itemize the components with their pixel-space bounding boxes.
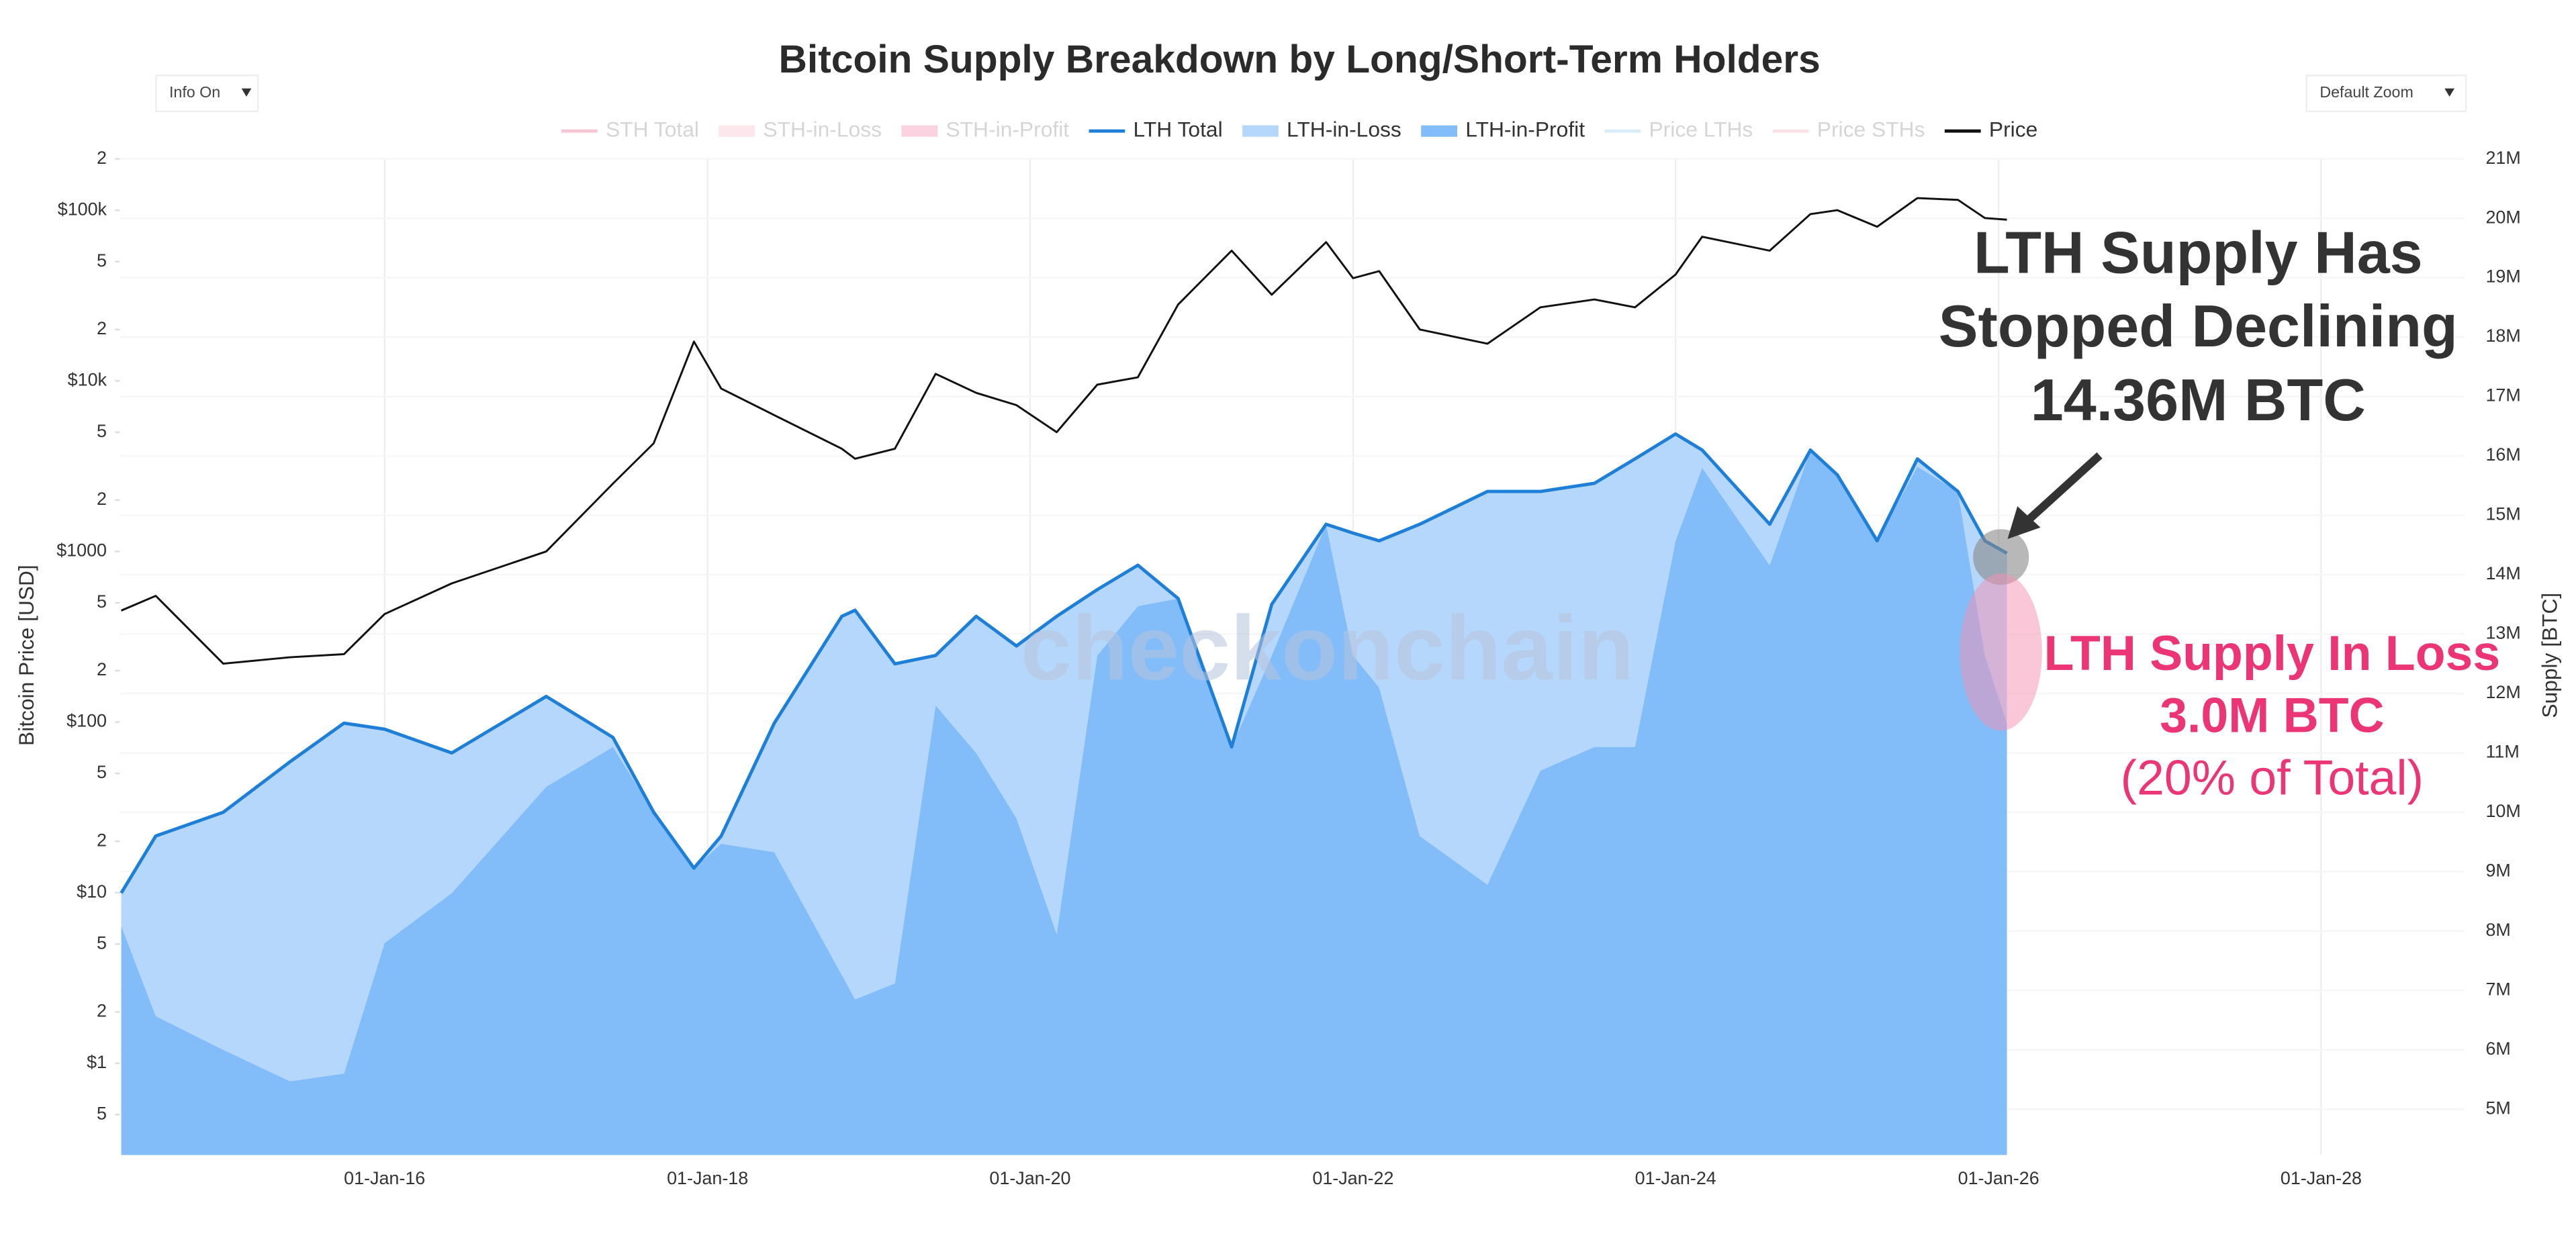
y-tick-label: 5 xyxy=(97,421,107,441)
x-tick-label: 01-Jan-28 xyxy=(2281,1168,2362,1188)
y-tick-label: $10 xyxy=(77,881,107,902)
line xyxy=(120,197,2007,665)
y-tick-label: $1 xyxy=(87,1052,107,1072)
dropdown-arrow xyxy=(2444,88,2454,97)
watermark: checkonchain xyxy=(1021,596,1635,699)
info-toggle-label: Info On xyxy=(169,83,220,101)
legend-item[interactable]: Price xyxy=(1944,117,2037,142)
annotation: LTH Supply In Loss xyxy=(2044,626,2501,681)
y-tick-label: $100 xyxy=(66,711,107,731)
annotation: 3.0M BTC xyxy=(2160,688,2384,743)
y2-tick-label: 21M xyxy=(2485,148,2520,168)
area xyxy=(121,434,2007,1081)
y-tick-label: $1000 xyxy=(56,540,107,561)
y2-tick-label: 8M xyxy=(2485,920,2510,940)
y2-tick-label: 9M xyxy=(2485,861,2510,881)
y-tick-label: 2 xyxy=(97,659,107,679)
plot xyxy=(120,197,2008,1155)
x-tick-label: 01-Jan-22 xyxy=(1312,1168,1393,1188)
legend-item[interactable]: STH Total xyxy=(561,117,699,142)
legend-label: LTH Total xyxy=(1134,117,1223,142)
chart-title: Bitcoin Supply Breakdown by Long/Short-T… xyxy=(779,38,1821,81)
y2-tick-label: 14M xyxy=(2485,563,2520,583)
info-toggle[interactable] xyxy=(155,75,259,113)
x-tick-label: 01-Jan-24 xyxy=(1635,1168,1716,1188)
legend-item[interactable]: Price STHs xyxy=(1772,117,1925,142)
legend-label: STH-in-Loss xyxy=(763,117,882,142)
legend-item[interactable]: LTH-in-Profit xyxy=(1421,117,1585,142)
area xyxy=(121,450,2007,1155)
annotation: 14.36M BTC xyxy=(2031,367,2366,433)
y2-tick-label: 5M xyxy=(2485,1098,2510,1118)
annotation: LTH Supply Has xyxy=(1974,219,2423,285)
y-axis-title: Bitcoin Price [USD] xyxy=(14,565,38,746)
legend-label: Price xyxy=(1989,117,2037,142)
y-tick-label: 5 xyxy=(97,250,107,271)
x-tick-label: 01-Jan-18 xyxy=(667,1168,748,1188)
annotations: LTH Supply Has Stopped Declining 14.36M BT… xyxy=(1939,219,2500,805)
y2-axis-title: Supply [BTC] xyxy=(2538,593,2562,718)
y-tick-label: 5 xyxy=(97,932,107,953)
y2-tick-label: 10M xyxy=(2485,801,2520,821)
y2-tick-label: 15M xyxy=(2485,504,2520,524)
legend: STH Total STH-in-Loss STH-in-Profit LTH Tot… xyxy=(561,117,2037,142)
y2-tick-label: 19M xyxy=(2485,267,2520,287)
axes: 01-Jan-16 01-Jan-18 01-Jan-20 01-Jan-22 01-J… xyxy=(56,148,2521,1188)
legend-label: Price LTHs xyxy=(1649,117,1753,142)
legend-label: Price STHs xyxy=(1817,117,1925,142)
y-tick-label: 2 xyxy=(97,318,107,338)
legend-item[interactable]: LTH-in-Loss xyxy=(1242,117,1401,142)
legend-item[interactable]: LTH Total xyxy=(1089,117,1223,142)
zoom-select-label: Default Zoom xyxy=(2319,83,2413,101)
y-tick-label: 2 xyxy=(97,1000,107,1020)
y2-tick-label: 6M xyxy=(2485,1039,2510,1059)
y2-tick-label: 18M xyxy=(2485,326,2520,346)
x-tick-label: 01-Jan-16 xyxy=(344,1168,425,1188)
x-tick-label: 01-Jan-26 xyxy=(1958,1168,2039,1188)
legend-item[interactable]: Price LTHs xyxy=(1604,117,1753,142)
y-tick-label: 2 xyxy=(97,489,107,509)
y-tick-label: 5 xyxy=(97,591,107,612)
arrow-head xyxy=(2007,506,2041,539)
legend-item[interactable]: STH-in-Loss xyxy=(719,117,882,142)
legend-label: LTH-in-Profit xyxy=(1465,117,1585,142)
legend-label: STH Total xyxy=(606,117,699,142)
legend-label: LTH-in-Loss xyxy=(1287,117,1401,142)
y2-tick-label: 17M xyxy=(2485,385,2520,405)
y2-tick-label: 16M xyxy=(2485,444,2520,465)
y-tick-label: 5 xyxy=(97,762,107,782)
y2-tick-label: 13M xyxy=(2485,623,2520,643)
y2-tick-label: 20M xyxy=(2485,207,2520,227)
y-tick-label: 2 xyxy=(97,830,107,850)
line xyxy=(120,432,2008,894)
highlight-ellipse xyxy=(1960,573,2042,731)
y-tick-label: $100k xyxy=(58,199,107,219)
annotation: (20% of Total) xyxy=(2121,750,2424,805)
highlight-circle xyxy=(1973,529,2029,585)
zoom-select[interactable] xyxy=(2305,75,2467,113)
y2-tick-label: 11M xyxy=(2485,742,2519,762)
y2-tick-label: 12M xyxy=(2485,682,2520,702)
x-tick-label: 01-Jan-20 xyxy=(989,1168,1070,1188)
y-tick-label: $10k xyxy=(68,369,107,389)
arrow xyxy=(2024,452,2103,524)
dropdown-arrow xyxy=(241,88,252,97)
y-tick-label: 5 xyxy=(97,1103,107,1123)
annotation: Stopped Declining xyxy=(1939,293,2458,359)
y-tick-label: 2 xyxy=(97,148,107,168)
legend-label: STH-in-Profit xyxy=(946,117,1069,142)
y2-tick-label: 7M xyxy=(2485,979,2510,999)
legend-item[interactable]: STH-in-Profit xyxy=(901,117,1069,142)
